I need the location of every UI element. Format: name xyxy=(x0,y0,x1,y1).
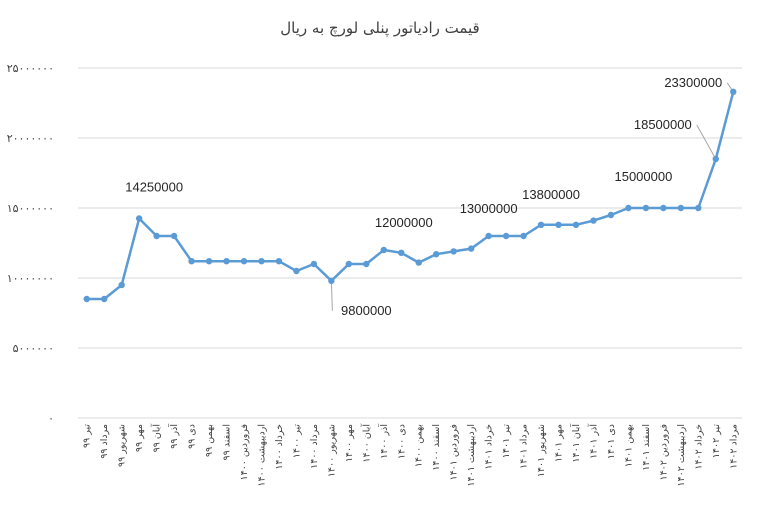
y-axis-tick-labels: ۰ ۵۰۰۰۰۰۰ ۱۰۰۰۰۰۰۰ ۱۵۰۰۰۰۰۰ ۲۰۰۰۰۰۰۰ ۲۵۰۰۰۰۰۰ xyxy=(7,62,54,425)
x-tick-label: آذر ۱۴۰۰ xyxy=(377,424,390,459)
x-tick-label: مرداد ۹۹ xyxy=(99,424,110,459)
data-point xyxy=(101,295,108,303)
data-label-leader xyxy=(696,124,717,160)
x-tick-label: فروردین ۱۴۰۱ xyxy=(449,424,460,481)
data-point xyxy=(712,155,719,163)
x-tick-label: مهر ۱۴۰۱ xyxy=(554,424,565,462)
data-label: 18500000 xyxy=(634,117,692,132)
data-point xyxy=(118,281,125,289)
chart-title: قیمت رادیاتور پنلی لورچ به ریال xyxy=(280,19,479,38)
x-tick-label: دی ۹۹ xyxy=(187,424,198,449)
data-label-leader xyxy=(330,280,333,311)
data-point xyxy=(450,248,457,255)
data-label: 14250000 xyxy=(125,180,183,195)
data-point xyxy=(188,258,195,265)
data-point xyxy=(398,249,405,256)
data-point xyxy=(555,221,562,228)
data-point xyxy=(590,217,597,224)
x-tick-label: بهمن ۱۴۰۱ xyxy=(623,424,634,467)
data-point xyxy=(520,232,527,240)
x-tick-label: تیر ۱۴۰۲ xyxy=(711,424,722,459)
data-point xyxy=(695,204,702,212)
data-point xyxy=(380,246,387,254)
data-point xyxy=(467,245,475,252)
data-label: 12000000 xyxy=(375,215,433,230)
data-point xyxy=(537,221,545,228)
x-tick-label: خرداد ۱۴۰۱ xyxy=(484,424,495,470)
data-label: 13000000 xyxy=(460,201,518,216)
x-tick-label: فروردین ۱۴۰۲ xyxy=(658,424,669,481)
data-point xyxy=(415,259,422,266)
x-tick-label: آبان ۹۹ xyxy=(150,424,163,453)
data-point xyxy=(607,211,615,219)
x-tick-label: تیر ۹۹ xyxy=(82,424,93,448)
x-tick-label: شهریور ۱۴۰۱ xyxy=(536,424,547,477)
y-tick-label: ۰ xyxy=(48,412,54,425)
data-point xyxy=(660,204,667,212)
data-point xyxy=(170,232,178,240)
data-point xyxy=(258,258,265,265)
data-point xyxy=(205,258,213,265)
x-tick-label: شهریور ۹۹ xyxy=(117,424,128,467)
data-point xyxy=(502,232,510,240)
y-tick-label: ۲۰۰۰۰۰۰۰ xyxy=(7,132,54,145)
data-label: 9800000 xyxy=(341,303,392,318)
x-tick-label: خرداد ۱۴۰۲ xyxy=(693,424,704,470)
data-point xyxy=(310,260,318,268)
x-tick-label: بهمن ۱۴۰۰ xyxy=(414,424,425,467)
x-tick-label: اردیبهشت ۱۴۰۱ xyxy=(466,424,477,487)
x-tick-label: تیر ۱۴۰۱ xyxy=(501,424,512,459)
x-tick-label: اردیبهشت ۱۴۰۲ xyxy=(676,424,687,487)
x-tick-label: تیر ۱۴۰۰ xyxy=(291,424,302,459)
x-tick-label: اسفند ۱۴۰۰ xyxy=(431,424,442,471)
data-point xyxy=(345,260,353,268)
data-point xyxy=(625,204,632,212)
data-point xyxy=(153,232,160,240)
y-tick-label: ۱۵۰۰۰۰۰۰ xyxy=(7,202,54,215)
y-tick-label: ۵۰۰۰۰۰۰ xyxy=(13,342,54,355)
data-label: 15000000 xyxy=(614,169,672,184)
x-tick-label: دی ۱۴۰۱ xyxy=(606,424,617,459)
y-tick-label: ۱۰۰۰۰۰۰۰ xyxy=(7,272,54,285)
data-points xyxy=(83,88,737,303)
x-tick-label: مرداد ۱۴۰۱ xyxy=(519,424,530,469)
y-tick-label: ۲۵۰۰۰۰۰۰ xyxy=(7,62,54,75)
x-tick-label: خرداد ۱۴۰۰ xyxy=(274,424,285,470)
x-tick-label: شهریور ۱۴۰۰ xyxy=(326,424,337,477)
data-point xyxy=(572,221,580,228)
x-tick-label: بهمن ۹۹ xyxy=(204,424,215,457)
data-point xyxy=(433,251,440,258)
data-point xyxy=(642,204,650,212)
data-labels: 14250000 9800000 12000000 13000000 13800000 1… xyxy=(125,75,722,318)
x-tick-label: مهر ۱۴۰۰ xyxy=(344,424,355,462)
x-tick-label: آذر ۱۴۰۱ xyxy=(586,424,599,459)
data-point xyxy=(83,295,90,303)
x-tick-label: دی ۱۴۰۰ xyxy=(396,424,407,459)
data-point xyxy=(135,215,143,222)
x-axis-tick-labels: تیر ۹۹ مرداد ۹۹ شهریور ۹۹ مهر ۹۹ آبان ۹۹ آذر … xyxy=(82,424,740,487)
data-label: 13800000 xyxy=(522,187,580,202)
x-tick-label: اردیبهشت ۱۴۰۰ xyxy=(256,424,267,487)
x-tick-label: آبان ۱۴۰۰ xyxy=(359,424,372,463)
gridlines xyxy=(78,67,742,419)
x-tick-label: اسفند ۱۴۰۱ xyxy=(641,424,652,471)
data-point xyxy=(677,204,685,212)
x-tick-label: آبان ۱۴۰۱ xyxy=(569,424,582,463)
data-point xyxy=(485,232,492,240)
x-tick-label: مرداد ۱۴۰۲ xyxy=(728,424,739,469)
x-tick-label: مهر ۹۹ xyxy=(134,424,145,452)
data-point xyxy=(730,88,737,96)
data-point xyxy=(293,267,300,275)
x-tick-label: مرداد ۱۴۰۰ xyxy=(309,424,320,469)
data-point xyxy=(240,258,248,265)
x-tick-label: آذر ۹۹ xyxy=(167,424,180,449)
x-tick-label: فروردین ۱۴۰۰ xyxy=(239,424,250,481)
data-point xyxy=(275,258,283,265)
data-label: 23300000 xyxy=(664,75,722,90)
data-point xyxy=(363,260,370,268)
data-point xyxy=(223,258,230,265)
data-point xyxy=(328,277,335,284)
x-tick-label: اسفند ۹۹ xyxy=(222,424,233,461)
